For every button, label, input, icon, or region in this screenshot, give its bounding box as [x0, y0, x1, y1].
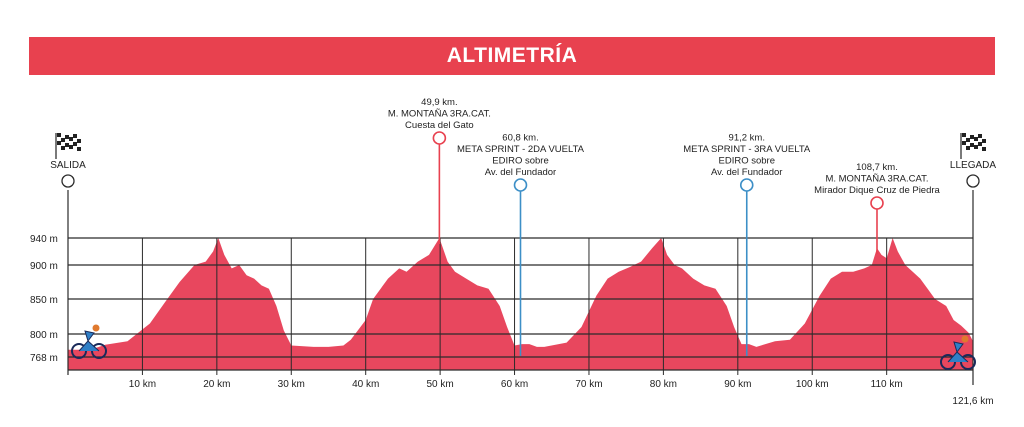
climb-marker-circle: [870, 196, 884, 210]
flag-square: [61, 138, 65, 142]
climb-annotation-line: M. MONTAÑA 3RA.CAT.: [825, 174, 928, 185]
flag-square: [69, 145, 73, 149]
flag-square: [61, 146, 65, 150]
climb-annotation-line: 49,9 km.: [421, 97, 457, 108]
rider-body: [947, 341, 969, 363]
rider-body: [78, 330, 100, 352]
climb-annotation-line: Mirador Dique Cruz de Piedra: [814, 185, 940, 196]
flag-square: [974, 137, 978, 141]
flag-square: [69, 137, 73, 141]
flag-square: [77, 139, 81, 143]
y-tick-label: 850 m: [30, 295, 58, 306]
flag-square: [65, 135, 69, 139]
climb-annotation-line: 108,7 km.: [856, 162, 898, 173]
x-tick-label: 80 km: [650, 379, 677, 390]
x-tick-label: 110 km: [871, 379, 903, 390]
rider-helmet: [961, 335, 969, 343]
climb-annotation-line: Cuesta del Gato: [405, 120, 474, 131]
flag-square: [65, 143, 69, 147]
flag-square: [73, 134, 77, 138]
start-marker-circle: [61, 174, 75, 188]
flag-square: [966, 146, 970, 150]
flag-square: [970, 135, 974, 139]
flag-square: [962, 133, 966, 137]
y-tick-label: 940 m: [30, 234, 58, 245]
flag-square: [974, 145, 978, 149]
start-label: SALIDA: [50, 160, 86, 171]
sprint-annotation-line: META SPRINT - 3RA VUELTA: [683, 144, 811, 155]
title-banner: ALTIMETRÍA: [29, 37, 995, 75]
sprint-annotation-line: Av. del Fundador: [711, 167, 782, 178]
x-tick-label: 20 km: [203, 379, 230, 390]
flag-square: [982, 147, 986, 151]
x-tick-label: 70 km: [575, 379, 602, 390]
flag-square: [978, 142, 982, 146]
sprint-marker-circle: [739, 178, 754, 192]
finish-cyclist-icon: [940, 335, 976, 370]
flag-square: [966, 138, 970, 142]
x-tick-label: 90 km: [724, 379, 751, 390]
x-tick-label: 30 km: [278, 379, 305, 390]
flag-square: [962, 141, 966, 145]
flag-square: [57, 133, 61, 137]
flag-square: [57, 141, 61, 145]
rider-helmet: [92, 324, 100, 332]
start-cyclist-icon: [71, 324, 107, 359]
sprint-annotation-line: EDIRO sobre: [719, 156, 776, 167]
flag-square: [73, 142, 77, 146]
x-tick-label: 40 km: [352, 379, 379, 390]
flag-square: [978, 134, 982, 138]
x-end-label: 121,6 km: [952, 396, 993, 407]
flag-square: [982, 139, 986, 143]
x-tick-label: 100 km: [796, 379, 829, 390]
flag-square: [970, 143, 974, 147]
y-tick-label: 900 m: [30, 261, 58, 272]
sprint-marker-circle: [513, 178, 528, 192]
sprint-annotation-line: 91,2 km.: [729, 133, 765, 144]
finish-marker-circle: [966, 174, 980, 188]
climb-marker-circle: [432, 131, 447, 145]
x-tick-label: 60 km: [501, 379, 528, 390]
sprint-annotation-line: 60,8 km.: [502, 133, 538, 144]
sprint-annotation-line: EDIRO sobre: [492, 156, 549, 167]
flag-square: [77, 147, 81, 151]
sprint-annotation-line: META SPRINT - 2DA VUELTA: [457, 144, 585, 155]
sprint-annotation-line: Av. del Fundador: [485, 167, 556, 178]
y-tick-label: 768 m: [30, 353, 58, 364]
chart-title: ALTIMETRÍA: [446, 44, 578, 67]
x-tick-label: 10 km: [129, 379, 156, 390]
climb-annotation-line: M. MONTAÑA 3RA.CAT.: [388, 109, 491, 120]
y-tick-label: 800 m: [30, 330, 58, 341]
finish-label: LLEGADA: [950, 160, 996, 171]
x-tick-label: 50 km: [427, 379, 454, 390]
